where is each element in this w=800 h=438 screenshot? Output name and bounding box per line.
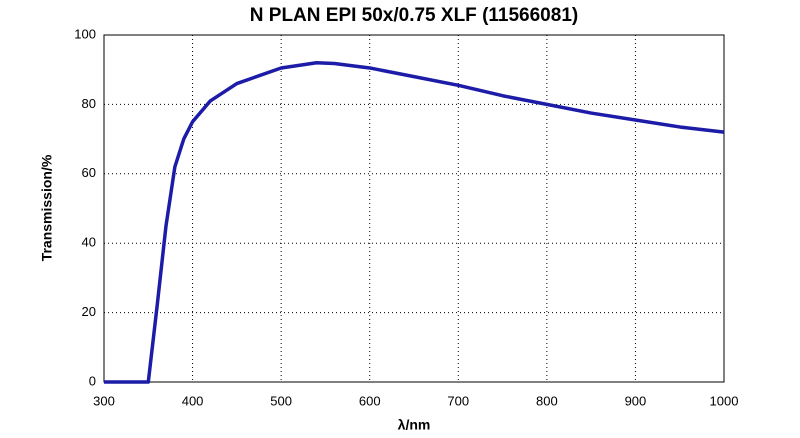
x-tick-label: 500	[270, 393, 292, 408]
x-axis-label: λ/nm	[398, 417, 431, 433]
y-tick-label: 60	[82, 165, 96, 180]
y-tick-label: 80	[82, 96, 96, 111]
x-tick-label: 300	[93, 393, 115, 408]
plot-frame	[103, 34, 725, 383]
x-tick-label: 1000	[710, 393, 739, 408]
y-tick-label: 20	[82, 304, 96, 319]
data-line	[104, 61, 725, 384]
x-tick-label: 900	[625, 393, 647, 408]
chart-title: N PLAN EPI 50x/0.75 XLF (11566081)	[250, 5, 578, 26]
x-tick-label: 400	[182, 393, 204, 408]
y-axis-label: Transmission/%	[39, 154, 55, 261]
x-tick-label: 800	[536, 393, 558, 408]
x-tick-label: 700	[447, 393, 469, 408]
x-tick-label: 600	[359, 393, 381, 408]
y-tick-label: 40	[82, 235, 96, 250]
y-tick-label: 0	[89, 373, 96, 388]
y-tick-label: 100	[74, 26, 96, 41]
